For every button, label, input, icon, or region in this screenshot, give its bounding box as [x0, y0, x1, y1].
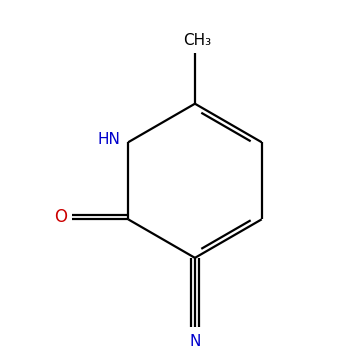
- Text: CH₃: CH₃: [183, 33, 212, 48]
- Text: HN: HN: [97, 132, 120, 147]
- Text: O: O: [54, 208, 67, 226]
- Text: N: N: [189, 334, 201, 349]
